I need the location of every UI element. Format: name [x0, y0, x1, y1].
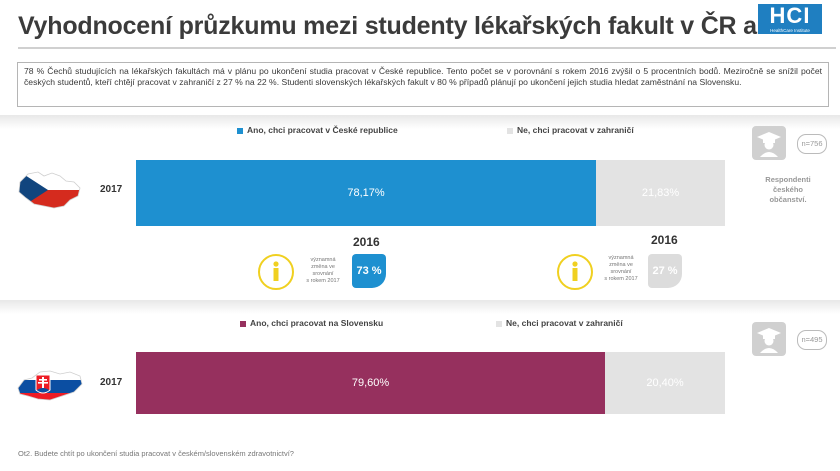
info-icon-right	[557, 254, 593, 290]
page-title: Vyhodnocení průzkumu mezi studenty lékař…	[18, 12, 798, 40]
sk-sample-size: n=495	[797, 330, 827, 350]
legend-swatch-cz-abroad	[507, 127, 513, 134]
info-caption-left: významná změna ve srovnání s rokem 2017	[300, 257, 346, 285]
section-shadow-sk	[0, 300, 840, 314]
cz-year-label: 2017	[100, 184, 123, 195]
legend-label-sk-abroad: Ne, chci pracovat v zahraničí	[506, 318, 623, 328]
logo-subtitle: HealthCare Institute	[770, 28, 810, 33]
question-footnote: Ot2. Budete chtít po ukončení studia pra…	[18, 449, 294, 458]
legend-cz-yes: Ano, chci pracovat v České republice	[237, 125, 398, 135]
legend-swatch-cz-yes	[237, 127, 243, 134]
legend-cz-abroad: Ne, chci pracovat v zahraničí	[507, 125, 634, 135]
respondent-icon-cz	[752, 126, 786, 160]
legend-swatch-sk-yes	[240, 320, 246, 327]
czech-map-icon	[18, 171, 81, 209]
graduate-icon	[757, 328, 781, 353]
info-caption-right: významná změna ve srovnání s rokem 2017	[598, 255, 644, 283]
logo-text: HCI	[769, 3, 811, 28]
info-caption-left-1: významná	[310, 257, 336, 263]
legend-label-sk-yes: Ano, chci pracovat na Slovensku	[250, 318, 384, 328]
cz-bar-yes: 78,17%	[136, 160, 596, 226]
cz-bar-yes-label: 78,17%	[347, 187, 385, 199]
info-caption-right-4: s rokem 2017	[604, 276, 638, 282]
cz-side-note-line2: českého	[772, 185, 804, 194]
info-caption-right-2: změna ve	[609, 262, 633, 268]
info-caption-left-3: srovnání	[312, 271, 334, 277]
cz-bar-track: 78,17% 21,83%	[136, 160, 725, 226]
cz-2016-year-right: 2016	[651, 233, 678, 247]
cz-side-note: Respondenti českého občanství.	[758, 175, 818, 205]
section-shadow-cz	[0, 115, 840, 129]
respondent-icon-sk	[752, 322, 786, 356]
cz-2016-year-left: 2016	[353, 235, 380, 249]
cz-bar-abroad: 21,83%	[596, 160, 725, 226]
sk-bar-yes: 79,60%	[136, 352, 605, 414]
info-caption-left-4: s rokem 2017	[306, 278, 340, 284]
graduate-icon	[757, 132, 781, 157]
cz-bar-abroad-label: 21,83%	[641, 187, 680, 199]
title-divider	[18, 47, 836, 49]
sk-year-label: 2017	[100, 377, 123, 388]
sk-bar-yes-label: 79,60%	[351, 377, 390, 389]
sk-bar-track: 79,60% 20,40%	[136, 352, 725, 414]
info-caption-right-3: srovnání	[610, 269, 632, 275]
sk-bar-abroad: 20,40%	[605, 352, 725, 414]
legend-swatch-sk-abroad	[496, 320, 502, 327]
cz-side-note-line3: občanství.	[769, 195, 807, 204]
summary-box: 78 % Čechů studujících na lékařských fak…	[17, 62, 829, 107]
legend-label-cz-abroad: Ne, chci pracovat v zahraničí	[517, 125, 634, 135]
sk-bar-abroad-label: 20,40%	[646, 377, 684, 389]
info-caption-right-1: významná	[608, 255, 634, 261]
info-i-icon	[572, 261, 578, 281]
info-i-icon	[273, 261, 279, 281]
legend-label-cz-yes: Ano, chci pracovat v České republice	[247, 125, 398, 135]
legend-sk-abroad: Ne, chci pracovat v zahraničí	[496, 318, 623, 328]
info-caption-left-2: změna ve	[311, 264, 335, 270]
slovak-map-icon	[17, 370, 83, 401]
cz-2016-value-yes: 73 %	[352, 254, 386, 288]
cz-2016-value-abroad: 27 %	[648, 254, 682, 288]
legend-sk-yes: Ano, chci pracovat na Slovensku	[240, 318, 383, 328]
hci-logo: HCI HealthCare Institute	[758, 4, 822, 34]
info-icon-left	[258, 254, 294, 290]
cz-sample-size: n=756	[797, 134, 827, 154]
cz-side-note-line1: Respondenti	[765, 175, 811, 184]
